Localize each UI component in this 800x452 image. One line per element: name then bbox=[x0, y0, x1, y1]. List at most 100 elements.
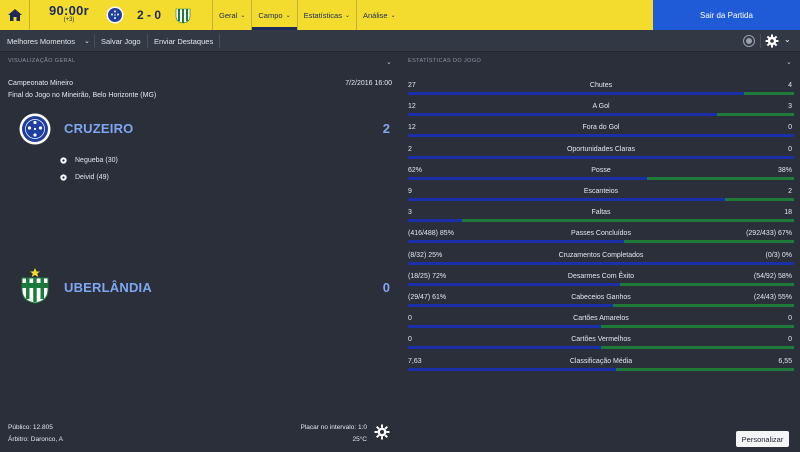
divider bbox=[760, 34, 761, 48]
home-team-score: 2 bbox=[382, 121, 390, 136]
record-icon[interactable] bbox=[742, 34, 756, 48]
stat-row: 12 Fora do Gol 0 bbox=[408, 118, 794, 139]
tab-campo[interactable]: Campo ⌄ bbox=[251, 0, 297, 30]
home-stat-bar bbox=[408, 155, 794, 159]
home-button[interactable] bbox=[0, 0, 30, 30]
personalize-button[interactable]: Personalizar bbox=[736, 431, 789, 447]
home-stat-bar bbox=[408, 198, 725, 201]
chevron-down-icon: ⌄ bbox=[285, 12, 291, 19]
competition-name: Campeonato Mineiro bbox=[8, 80, 73, 87]
away-stat-bar bbox=[744, 92, 794, 95]
away-stat-value: 2 bbox=[788, 188, 792, 195]
away-stat-bar bbox=[717, 113, 794, 117]
away-stat-value: 0 bbox=[788, 124, 792, 132]
exit-match-button[interactable]: Sair da Partida bbox=[653, 0, 800, 30]
home-stat-bar bbox=[408, 240, 624, 244]
home-stat-bar bbox=[408, 346, 601, 350]
scorer-name[interactable]: Negueba (30) bbox=[75, 156, 118, 164]
stat-label: Cabeceios Ganhos bbox=[571, 294, 631, 301]
away-stat-bar bbox=[624, 240, 794, 244]
stat-bar bbox=[408, 134, 794, 138]
tab-estatisticas[interactable]: Estatísticas ⌄ bbox=[296, 0, 356, 30]
home-stat-value: (8/32) 25% bbox=[408, 251, 443, 259]
chevron-down-icon: ⌄ bbox=[390, 12, 396, 19]
tab-analise[interactable]: Análise ⌄ bbox=[355, 0, 402, 30]
uberlandia-crest-icon bbox=[21, 268, 49, 304]
uberlandia-crest-icon bbox=[175, 8, 191, 24]
stat-label: Cartões Vermelhos bbox=[571, 336, 631, 344]
stat-label: Oportunidades Claras bbox=[566, 145, 636, 153]
away-stat-value: (0/3) 0% bbox=[765, 251, 792, 259]
clock-time: 90:00r bbox=[48, 3, 90, 18]
attendance: Público: 12.805 bbox=[8, 424, 53, 431]
stat-bar bbox=[408, 92, 794, 95]
home-team-name[interactable]: CRUZEIRO bbox=[64, 121, 134, 136]
football-icon bbox=[60, 173, 67, 181]
send-highlights-button[interactable]: Enviar Destaques bbox=[154, 36, 214, 46]
highlights-dropdown[interactable]: Melhores Momentos ⌄ bbox=[7, 30, 90, 52]
gear-icon[interactable] bbox=[765, 34, 779, 48]
away-stat-bar bbox=[601, 346, 794, 350]
away-stat-value: (24/43) 55% bbox=[753, 294, 792, 301]
away-stat-bar bbox=[601, 325, 794, 329]
match-datetime: 7/2/2016 16:00 bbox=[345, 80, 392, 87]
stat-row: 0 Cartões Vermelhos 0 bbox=[408, 330, 794, 351]
away-stat-bar bbox=[613, 304, 794, 307]
away-stat-bar bbox=[647, 176, 794, 180]
chevron-down-icon: ⌄ bbox=[240, 12, 246, 19]
home-stat-value: 7,63 bbox=[408, 357, 422, 365]
away-stat-value: 6,55 bbox=[778, 357, 792, 365]
scorer-name[interactable]: Deivid (49) bbox=[75, 173, 109, 181]
stat-row: 12 A Gol 3 bbox=[408, 97, 794, 118]
home-stat-value: 12 bbox=[408, 124, 416, 132]
tab-label: Estatísticas bbox=[303, 10, 342, 20]
away-team-score: 0 bbox=[382, 280, 390, 295]
chevron-down-icon: ⌄ bbox=[344, 12, 350, 19]
save-game-button[interactable]: Salvar Jogo bbox=[101, 36, 141, 46]
chevron-down-icon[interactable]: ⌄ bbox=[786, 59, 792, 66]
halftime-score: Placar no intervalo: 1:0 bbox=[300, 424, 367, 431]
stat-bar bbox=[408, 219, 794, 223]
away-team-name[interactable]: UBERLÂNDIA bbox=[64, 280, 152, 295]
home-stat-bar bbox=[408, 92, 744, 95]
away-stat-value: (54/92) 58% bbox=[753, 272, 792, 280]
tab-label: Geral bbox=[219, 10, 238, 20]
overview-section-title: VISUALIZAÇÃO GERAL bbox=[8, 58, 76, 64]
away-stat-bar bbox=[620, 282, 794, 286]
home-icon bbox=[7, 9, 22, 21]
home-stat-value: (18/25) 72% bbox=[408, 272, 447, 280]
home-stat-bar bbox=[408, 113, 717, 117]
chevron-down-icon[interactable]: ⌄ bbox=[386, 59, 392, 66]
away-stat-value: 38% bbox=[777, 166, 792, 174]
stat-row: 27 Chutes 4 bbox=[408, 76, 794, 97]
added-time: (+3) bbox=[63, 17, 75, 23]
stat-bar bbox=[408, 325, 794, 329]
home-stat-value: 3 bbox=[408, 209, 412, 217]
home-stat-bar bbox=[408, 261, 794, 265]
stat-row: 3 Faltas 18 bbox=[408, 203, 794, 224]
stat-row: (8/32) 25% Cruzamentos Completados (0/3) 0… bbox=[408, 246, 794, 267]
away-stat-value: 0 bbox=[788, 315, 792, 323]
divider bbox=[94, 34, 95, 48]
scoreboard: 2 - 0 bbox=[106, 6, 192, 24]
chevron-down-icon[interactable]: ⌄ bbox=[784, 35, 791, 44]
tab-geral[interactable]: Geral ⌄ bbox=[212, 0, 251, 30]
stat-bar bbox=[408, 113, 794, 117]
stat-bar bbox=[408, 155, 794, 159]
stat-bar bbox=[408, 240, 794, 244]
stat-label: Cruzamentos Completados bbox=[558, 251, 644, 259]
stat-row: (416/488) 85% Passes Concluídos (292/433) … bbox=[408, 224, 794, 245]
away-stat-value: 4 bbox=[788, 82, 792, 89]
cruzeiro-crest-icon bbox=[19, 113, 51, 145]
tab-label: Análise bbox=[362, 10, 388, 20]
stat-label: Chutes bbox=[589, 82, 613, 89]
stat-label: Classificação Média bbox=[569, 357, 633, 365]
stat-row: (18/25) 72% Desarmes Com Êxito (54/92) 58% bbox=[408, 267, 794, 288]
away-stat-bar bbox=[725, 198, 794, 201]
home-stat-value: 9 bbox=[408, 188, 412, 195]
away-stat-value: 0 bbox=[788, 145, 792, 153]
referee: Árbitro: Daronco, A bbox=[8, 436, 63, 443]
home-stat-value: (416/488) 85% bbox=[408, 230, 454, 238]
stat-bar bbox=[408, 367, 794, 371]
divider bbox=[219, 34, 220, 48]
